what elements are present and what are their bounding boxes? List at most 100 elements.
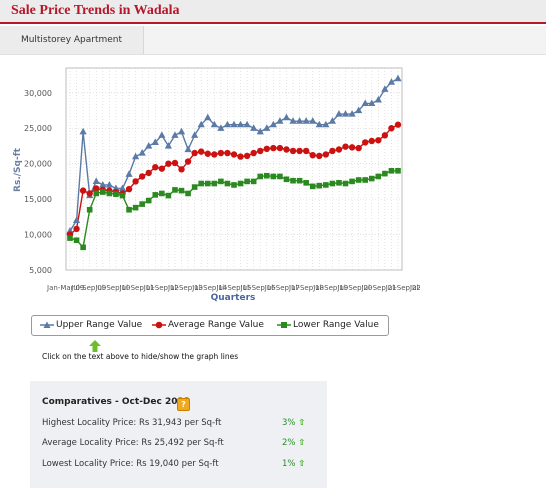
lower-range-point xyxy=(139,201,145,207)
lower-range-point xyxy=(388,167,395,174)
average-range-point xyxy=(237,153,244,160)
average-range-point xyxy=(158,165,166,172)
average-range-point xyxy=(322,151,330,158)
help-icon[interactable]: ? xyxy=(177,398,190,411)
average-range-point xyxy=(355,144,362,152)
upper-range-point xyxy=(296,117,304,124)
lower-range-point xyxy=(283,176,290,183)
upper-range-point xyxy=(217,124,225,131)
lower-range-point xyxy=(270,173,277,180)
upper-range-point xyxy=(355,106,363,114)
y-tick-label: 30,000 xyxy=(24,89,52,98)
tab-multistorey-apartment[interactable]: Multistorey Apartment xyxy=(0,26,144,54)
average-range-point xyxy=(257,147,264,155)
legend-upper-range[interactable]: Upper Range Value xyxy=(40,316,142,335)
pct-value: 1% xyxy=(282,459,296,469)
legend-lower-label[interactable]: Lower Range Value xyxy=(293,320,379,330)
lower-range-point xyxy=(198,180,204,187)
average-range-point xyxy=(93,185,100,192)
upper-range-point xyxy=(138,149,146,156)
lower-range-point xyxy=(132,204,139,211)
average-range-point xyxy=(191,149,198,157)
x-axis-label: Quarters xyxy=(211,293,256,303)
lower-range-point xyxy=(224,180,231,187)
upper-range-point xyxy=(374,95,382,103)
upper-range-point xyxy=(302,117,310,124)
up-arrow-icon: ⇧ xyxy=(298,438,306,448)
upper-range-point xyxy=(236,120,245,128)
lower-range-point xyxy=(336,180,342,186)
lower-range-point xyxy=(329,180,336,187)
x-tick-label: Jul-Sep'13 xyxy=(167,284,203,292)
lower-range-point xyxy=(231,182,237,188)
lower-range-point xyxy=(244,178,250,185)
upper-range-point xyxy=(243,120,251,128)
legend-upper-label[interactable]: Upper Range Value xyxy=(56,320,143,330)
comparative-row-highest: Highest Locality Price: Rs 31,943 per Sq… xyxy=(42,418,222,428)
upper-range-point xyxy=(164,141,172,149)
average-range-point xyxy=(309,151,316,159)
lower-range-point xyxy=(296,177,303,184)
average-range-point xyxy=(178,166,185,173)
x-tick-label: Jul-Sep'22 xyxy=(385,284,420,292)
lower-range-point xyxy=(309,183,316,190)
lower-range-point xyxy=(211,180,218,187)
legend-lower-range[interactable]: Lower Range Value xyxy=(277,316,379,335)
average-range-point xyxy=(86,190,93,197)
lower-range-point xyxy=(80,244,86,251)
lower-range-point xyxy=(316,182,323,189)
upper-range-point xyxy=(328,117,336,124)
average-range-point xyxy=(217,149,225,157)
lower-range-point xyxy=(323,182,329,188)
lower-range-point xyxy=(152,192,159,198)
lower-range-point xyxy=(303,180,309,186)
average-range-point xyxy=(296,147,303,155)
tab-bar: Multistorey Apartment xyxy=(0,26,546,55)
upper-range-point xyxy=(79,127,87,135)
average-range-point xyxy=(375,137,382,144)
lower-range-point xyxy=(185,190,191,197)
legend-average-label[interactable]: Average Range Value xyxy=(168,320,264,330)
upper-range-point xyxy=(309,117,317,124)
lower-range-point xyxy=(100,189,106,195)
price-trend-chart: 5,000 10,000 15,000 20,000 25,000 30,000 Jan-M… xyxy=(13,67,420,303)
average-range-point xyxy=(289,147,297,155)
x-tick-label: Jul-Sep'14 xyxy=(191,284,228,292)
y-tick-label: 10,000 xyxy=(24,231,52,240)
upper-range-point xyxy=(72,216,81,223)
x-tick-label: Jul-Sep'12 xyxy=(143,284,179,292)
page-title: Sale Price Trends in Wadala xyxy=(11,3,180,18)
comparative-pct-lowest: 1% ⇧ xyxy=(282,459,305,469)
upper-range-point xyxy=(335,110,343,117)
upper-range-point xyxy=(387,78,396,85)
average-range-point xyxy=(368,137,375,145)
upper-range-point xyxy=(381,85,389,92)
lower-range-point xyxy=(165,192,172,199)
lower-range-point xyxy=(368,175,375,182)
upper-range-point xyxy=(341,110,350,117)
average-range-point xyxy=(204,150,211,157)
upper-range-point xyxy=(125,170,133,177)
upper-range-point xyxy=(250,124,258,131)
lower-range-point xyxy=(86,206,93,213)
lower-range-point xyxy=(257,173,264,180)
lower-range-point xyxy=(362,177,368,183)
x-tick-label: Jul-Sep'21 xyxy=(361,284,397,292)
average-range-point xyxy=(388,125,395,132)
average-range-point xyxy=(125,186,133,193)
pct-value: 3% xyxy=(282,418,296,428)
average-range-point xyxy=(276,144,284,152)
upper-range-point xyxy=(368,99,376,107)
average-range-point xyxy=(342,143,349,150)
average-range-point xyxy=(335,146,343,153)
legend-average-range[interactable]: Average Range Value xyxy=(152,316,264,335)
upper-range-point xyxy=(177,127,186,135)
average-range-point xyxy=(184,158,192,165)
average-range-point xyxy=(171,159,179,167)
y-tick-label: 20,000 xyxy=(24,160,52,169)
average-range-point xyxy=(230,151,238,158)
upper-range-point xyxy=(263,124,271,131)
upper-range-point xyxy=(92,177,100,185)
average-range-point xyxy=(381,132,389,139)
lower-range-point xyxy=(145,197,152,204)
